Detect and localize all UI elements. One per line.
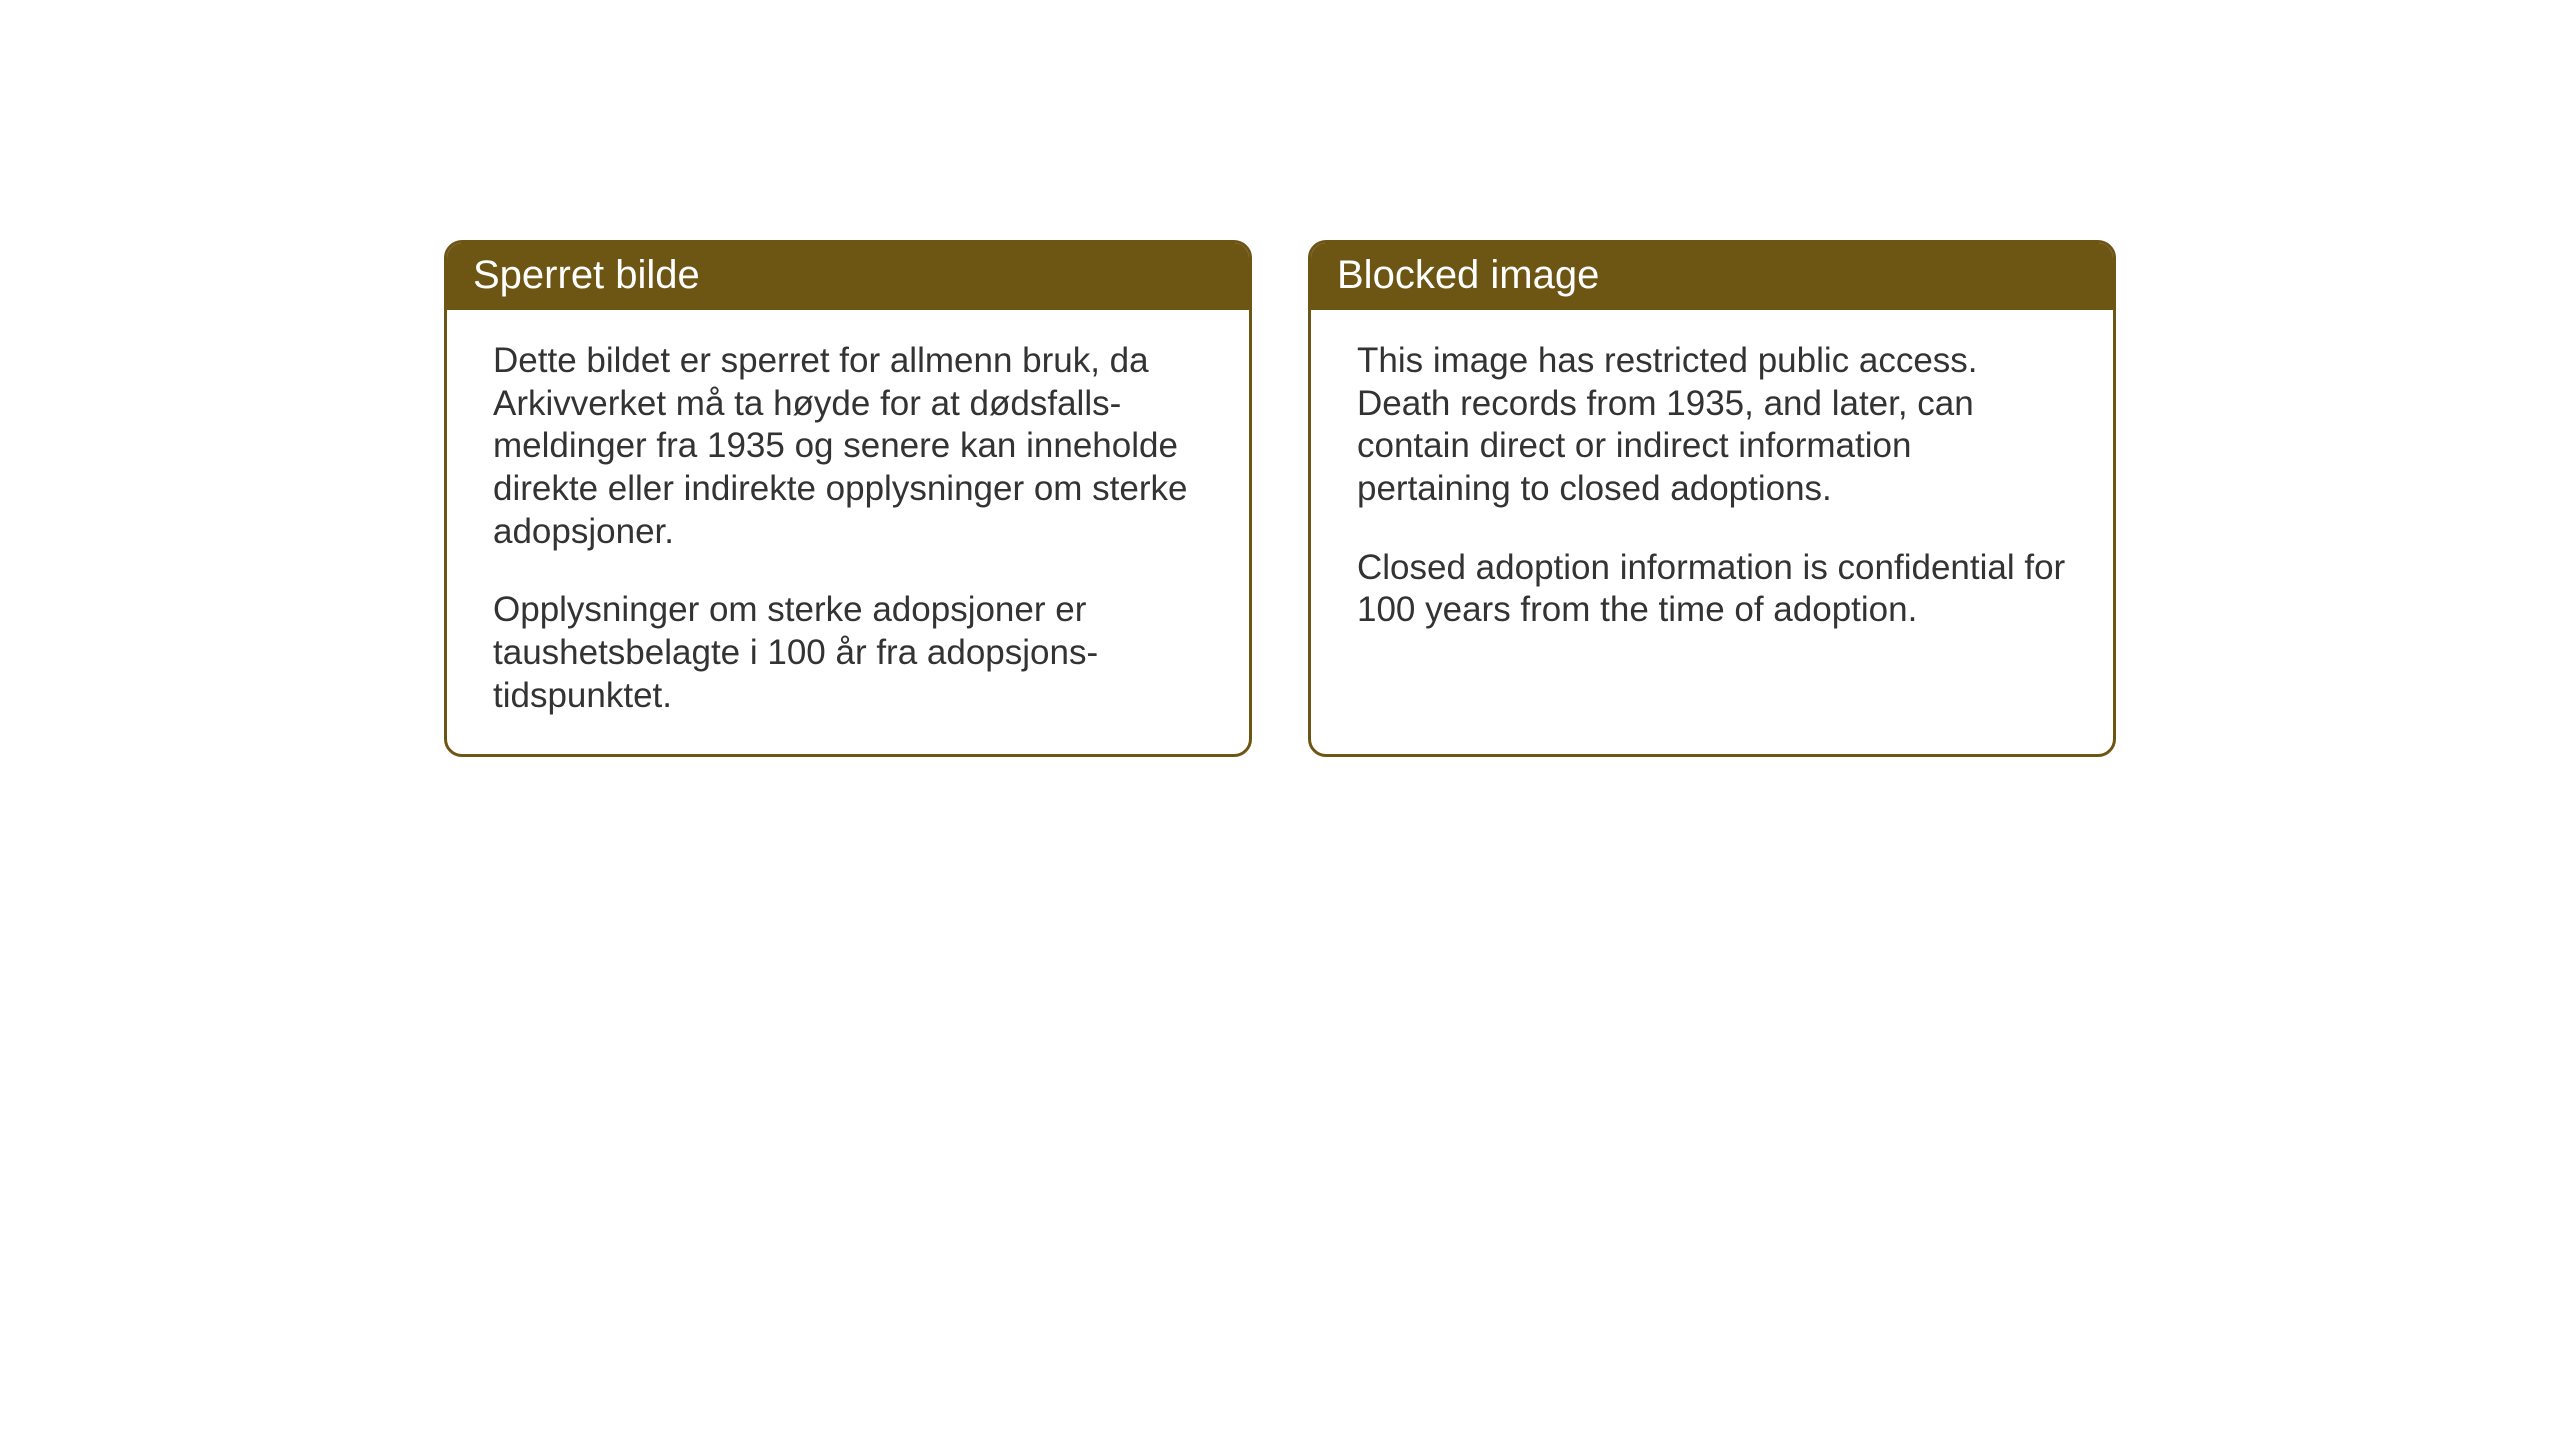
card-paragraph-english-2: Closed adoption information is confident… [1357,547,2073,632]
card-paragraph-norwegian-2: Opplysninger om sterke adopsjoner er tau… [493,589,1209,717]
card-body-norwegian: Dette bildet er sperret for allmenn bruk… [447,310,1249,754]
card-body-english: This image has restricted public access.… [1311,310,2113,668]
card-title-english: Blocked image [1337,253,1599,297]
card-header-norwegian: Sperret bilde [447,243,1249,310]
card-paragraph-norwegian-1: Dette bildet er sperret for allmenn bruk… [493,340,1209,553]
notice-cards-container: Sperret bilde Dette bildet er sperret fo… [444,240,2116,757]
card-title-norwegian: Sperret bilde [473,253,700,297]
card-header-english: Blocked image [1311,243,2113,310]
notice-card-english: Blocked image This image has restricted … [1308,240,2116,757]
notice-card-norwegian: Sperret bilde Dette bildet er sperret fo… [444,240,1252,757]
card-paragraph-english-1: This image has restricted public access.… [1357,340,2073,511]
